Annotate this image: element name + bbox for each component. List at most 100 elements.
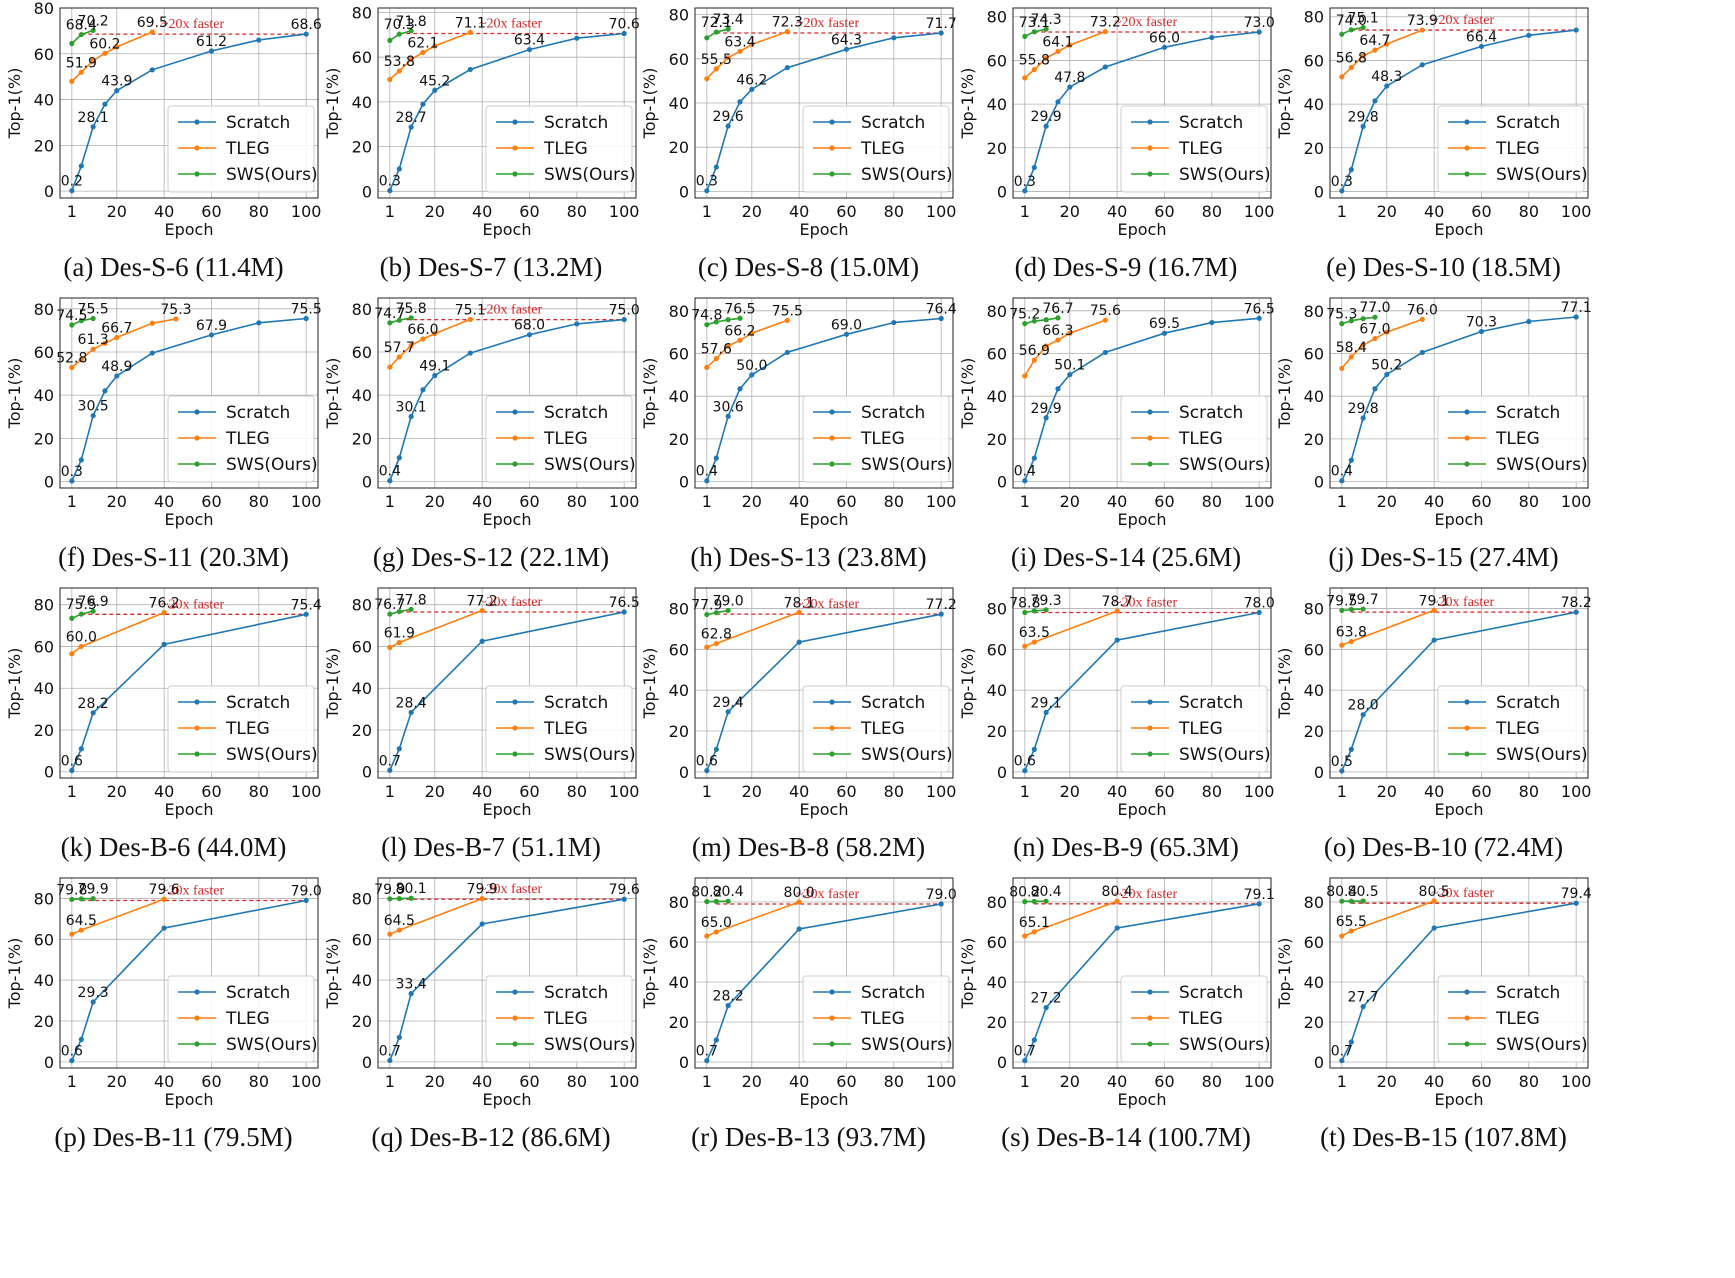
y-tick-label: 60 xyxy=(351,48,371,67)
plot-frame xyxy=(1012,587,1271,779)
subplot-caption: (e) Des-S-10 (18.5M) xyxy=(1326,252,1561,282)
data-point xyxy=(78,1036,84,1042)
data-point xyxy=(69,615,75,621)
data-point xyxy=(621,896,627,902)
data-point xyxy=(1339,898,1345,904)
x-tick-label: 60 xyxy=(1154,202,1174,221)
data-label: 76.7 xyxy=(1042,301,1073,317)
data-point xyxy=(90,124,96,130)
data-point xyxy=(1161,330,1167,336)
data-point xyxy=(1043,123,1049,129)
data-label: 73.0 xyxy=(1243,15,1274,31)
x-tick-label: 80 xyxy=(884,1072,904,1091)
x-tick-label: 20 xyxy=(1377,1072,1397,1091)
data-point xyxy=(90,608,96,614)
y-tick-label: 60 xyxy=(669,640,689,659)
data-point xyxy=(161,641,167,647)
y-tick-label: 40 xyxy=(351,971,371,990)
y-tick-label: 40 xyxy=(1304,387,1324,406)
x-tick-label: 40 xyxy=(789,202,809,221)
data-label: 65.0 xyxy=(701,915,732,931)
y-tick-label: 0 xyxy=(44,473,54,492)
data-point xyxy=(408,991,414,997)
x-axis-label: Epoch xyxy=(482,800,531,819)
x-tick-label: 20 xyxy=(424,202,444,221)
data-point xyxy=(784,349,790,356)
data-label: 68.0 xyxy=(513,318,544,334)
y-tick-label: 60 xyxy=(351,930,371,949)
data-point xyxy=(1360,415,1366,421)
data-label: 64.5 xyxy=(66,913,97,929)
plot-frame xyxy=(694,297,954,489)
data-label: 66.0 xyxy=(1148,30,1179,46)
x-tick-label: 80 xyxy=(1519,492,1539,511)
y-tick-label: 40 xyxy=(34,91,54,110)
subplot-caption: (a) Des-S-6 (11.4M) xyxy=(63,252,284,282)
data-label: 0.3 xyxy=(378,174,400,190)
data-point xyxy=(1573,609,1579,615)
data-point xyxy=(467,350,473,356)
legend-entry: TLEG xyxy=(1495,429,1540,449)
data-label: 62.1 xyxy=(407,35,438,51)
subplot-n: 1 20 40 60 80 100 0 20 40 60 80 Epoch Top-1(%) ~20x f… xyxy=(953,580,1300,900)
data-label: 77.1 xyxy=(1561,300,1592,316)
x-tick-label: 20 xyxy=(742,782,762,801)
y-tick-label: 60 xyxy=(1304,51,1324,70)
y-tick-label: 20 xyxy=(986,1013,1006,1032)
data-point xyxy=(704,478,710,484)
y-tick-label: 60 xyxy=(351,343,371,362)
legend-entry: SWS(Ours) xyxy=(861,1035,953,1055)
data-label: 29.9 xyxy=(1030,401,1061,417)
y-tick-label: 80 xyxy=(986,893,1006,912)
subplot-i: 1 20 40 60 80 100 0 20 40 60 80 Epoch Top-1(%) 0.4 29.… xyxy=(953,290,1300,610)
data-point xyxy=(1043,709,1049,716)
data-point xyxy=(784,317,790,324)
y-tick-label: 0 xyxy=(996,763,1006,782)
data-point xyxy=(431,87,437,93)
data-point xyxy=(1054,337,1061,343)
data-label: 76.5 xyxy=(608,595,639,611)
data-point xyxy=(467,66,473,73)
data-point xyxy=(749,86,755,92)
x-tick-label: 1 xyxy=(702,202,712,221)
data-point xyxy=(1348,318,1354,324)
data-point xyxy=(149,29,155,35)
data-point xyxy=(1384,41,1390,47)
data-point xyxy=(1031,1037,1037,1043)
data-point xyxy=(1054,315,1061,321)
data-label: 0.6 xyxy=(1013,754,1035,770)
y-tick-label: 60 xyxy=(1304,640,1324,659)
data-label: 80.1 xyxy=(395,881,426,897)
legend-entry: TLEG xyxy=(225,139,270,159)
data-point xyxy=(90,999,96,1005)
data-point xyxy=(704,322,710,328)
x-tick-label: 20 xyxy=(1059,782,1079,801)
y-tick-label: 80 xyxy=(669,893,689,912)
data-point xyxy=(1208,34,1214,41)
data-label: 45.2 xyxy=(419,73,450,89)
plot-q: 1 20 40 60 80 100 0 20 40 60 80 Epoch Top-1(%) ~20x f… xyxy=(323,877,639,1109)
legend: Scratch TLEG SWS(Ours) xyxy=(1437,975,1588,1063)
data-point xyxy=(796,899,802,905)
data-point xyxy=(408,342,414,349)
data-point xyxy=(1526,318,1532,325)
x-tick-label: 80 xyxy=(884,782,904,801)
plot-frame xyxy=(1329,587,1589,779)
y-tick-label: 20 xyxy=(986,430,1006,449)
legend-entry: Scratch xyxy=(544,693,608,713)
plot-frame xyxy=(1012,7,1271,199)
data-label: 79.3 xyxy=(1030,593,1061,609)
legend-entry: Scratch xyxy=(226,693,290,713)
legend-entry: TLEG xyxy=(1178,139,1223,159)
y-tick-label: 60 xyxy=(986,933,1006,952)
y-tick-label: 20 xyxy=(351,429,371,448)
x-tick-label: 40 xyxy=(1106,1072,1126,1091)
x-tick-label: 1 xyxy=(67,782,77,801)
speedup-annotation: ~20x faster xyxy=(1113,596,1177,611)
data-point xyxy=(90,27,96,34)
data-label: 79.7 xyxy=(1348,592,1379,608)
data-point xyxy=(1348,606,1354,613)
legend-entry: SWS(Ours) xyxy=(544,455,636,475)
data-point xyxy=(725,607,731,614)
data-point xyxy=(90,413,96,419)
